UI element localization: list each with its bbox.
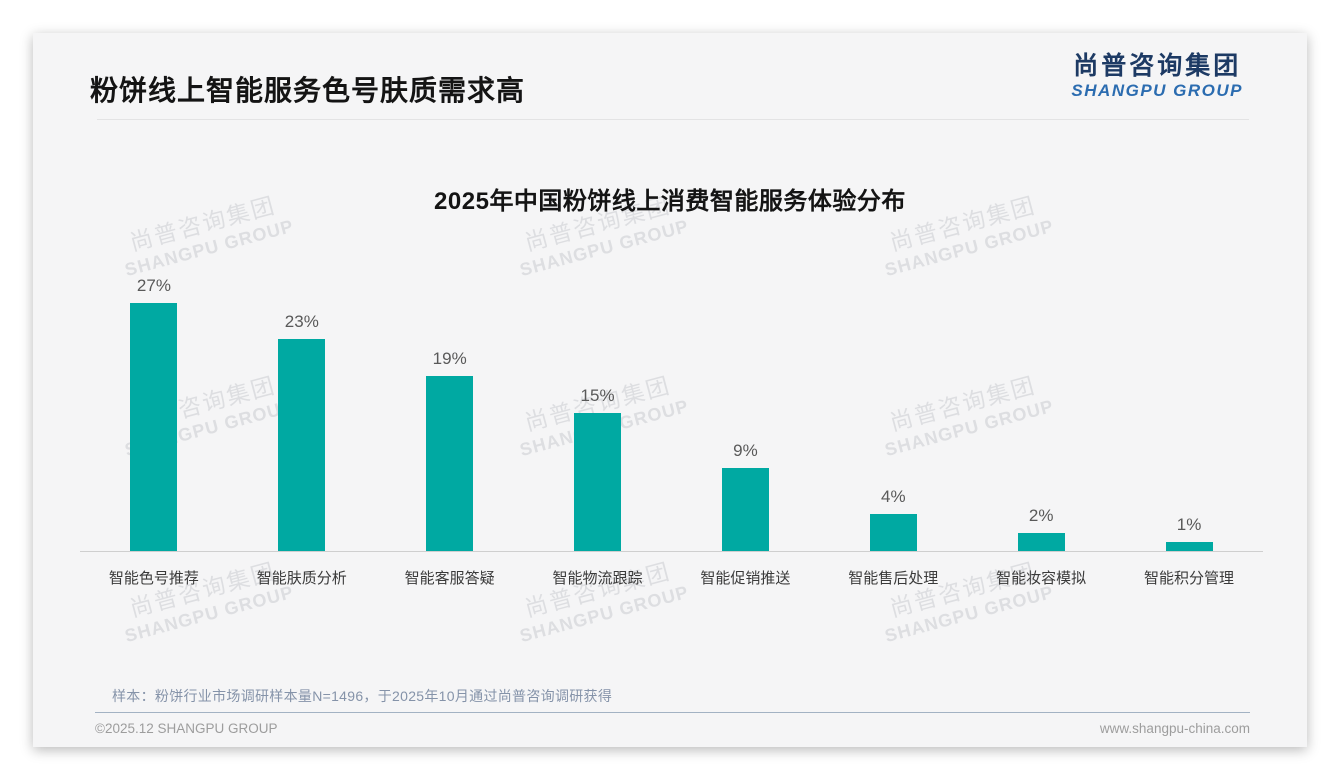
logo-chinese-text: 尚普咨询集团: [1073, 52, 1242, 80]
category-label: 智能促销推送: [700, 570, 791, 587]
category-label: 智能积分管理: [1144, 570, 1235, 587]
website-link[interactable]: www.shangpu-china.com: [1099, 721, 1250, 736]
category-axis: 智能色号推荐 智能肤质分析 智能客服答疑 智能物流跟踪 智能促销推送 智能售后处理 智能妆容…: [80, 567, 1263, 588]
bar-column: 23%: [228, 312, 376, 551]
bar-column: 1%: [1115, 515, 1263, 551]
bar: [721, 468, 769, 551]
logo-english-text: SHANGPU GROUP: [1071, 80, 1243, 100]
bar-column: 19%: [376, 349, 524, 551]
category-label: 智能客服答疑: [404, 570, 495, 587]
bar: [1165, 541, 1213, 551]
bar: [278, 339, 326, 551]
sample-note: 样本：粉饼行业市场调研样本量N=1496，于2025年10月通过尚普咨询调研获得: [112, 688, 613, 704]
bar: [574, 413, 622, 551]
watermark: 尚普咨询集团 SHANGPU GROUP: [114, 549, 296, 647]
report-card: 粉饼线上智能服务色号肤质需求高 尚普咨询集团 SHANGPU GROUP 尚普咨…: [33, 33, 1307, 747]
watermark-english-text: SHANGPU GROUP: [882, 581, 1056, 647]
watermark-english-text: SHANGPU GROUP: [517, 581, 691, 647]
category-label: 智能肤质分析: [256, 570, 347, 587]
bar: [869, 514, 917, 551]
header-divider: [97, 119, 1249, 120]
category-label: 智能色号推荐: [108, 570, 199, 587]
bar-value-label: 23%: [284, 312, 319, 332]
footer-divider: [95, 712, 1250, 713]
page-title: 粉饼线上智能服务色号肤质需求高: [90, 75, 526, 106]
company-logo: 尚普咨询集团 SHANGPU GROUP: [1071, 52, 1243, 100]
watermark-english-text: SHANGPU GROUP: [122, 581, 296, 647]
watermark: 尚普咨询集团 SHANGPU GROUP: [874, 549, 1056, 647]
bar-column: 27%: [80, 276, 228, 551]
bar: [130, 302, 178, 551]
copyright-text: ©2025.12 SHANGPU GROUP: [95, 721, 278, 736]
category-label: 智能物流跟踪: [552, 570, 643, 587]
footer: ©2025.12 SHANGPU GROUP www.shangpu-china…: [95, 721, 1250, 736]
bar-chart: 27% 23% 19% 15% 9% 4% 2% 1%: [80, 262, 1263, 552]
bar-value-label: 15%: [580, 386, 615, 405]
category-label: 智能售后处理: [848, 570, 939, 587]
bar-value-label: 27%: [136, 275, 171, 295]
bar-value-label: 19%: [432, 349, 467, 369]
bar-value-label: 4%: [881, 487, 906, 507]
bar-value-label: 9%: [733, 441, 758, 461]
bar-column: 15%: [524, 386, 672, 551]
bar-column: 2%: [967, 506, 1115, 551]
chart-title: 2025年中国粉饼线上消费智能服务体验分布: [434, 188, 906, 215]
category-label: 智能妆容模拟: [996, 570, 1087, 587]
bar-value-label: 2%: [1028, 505, 1054, 525]
bar-column: 4%: [819, 487, 967, 551]
bar: [426, 376, 474, 551]
bar: [1017, 532, 1065, 551]
watermark: 尚普咨询集团 SHANGPU GROUP: [509, 549, 691, 647]
bar-value-label: 1%: [1176, 514, 1202, 534]
bar-column: 9%: [672, 441, 820, 551]
